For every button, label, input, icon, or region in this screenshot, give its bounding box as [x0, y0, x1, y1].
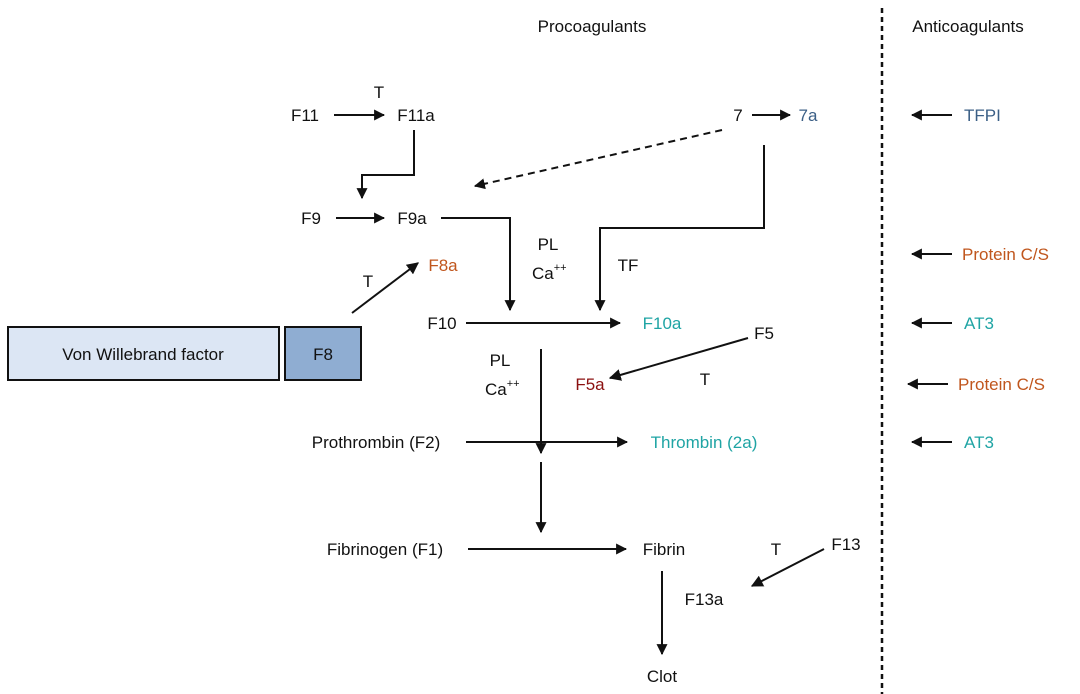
f8-box: [284, 326, 362, 381]
label-tf: TF: [618, 256, 639, 275]
label-ca-lower: Ca++: [485, 378, 520, 399]
node-f10: F10: [427, 314, 456, 333]
node-f11a: F11a: [397, 106, 435, 125]
vwf-label: Von Willebrand factor: [62, 345, 224, 364]
arrow-f9a-to-f10a: [441, 217, 516, 312]
node-f9: F9: [301, 209, 321, 228]
anticoagulants-header: Anticoagulants: [912, 17, 1024, 36]
anticoagulant-at3-2: AT3: [964, 433, 994, 452]
label-ca-upper: Ca++: [532, 262, 567, 283]
procoagulants-header: Procoagulants: [538, 17, 647, 36]
node-f8a: F8a: [428, 256, 458, 275]
dashed-arrow-7-to-f9a: [473, 129, 723, 190]
node-f13: F13: [831, 535, 860, 554]
anticoagulant-list: TFPI Protein C/S AT3 Protein C/S AT3: [906, 106, 1049, 452]
label-t-f8: T: [363, 272, 373, 291]
label-t-f13: T: [771, 540, 781, 559]
label-pl-upper: PL: [538, 235, 559, 254]
node-f5a: F5a: [575, 375, 605, 394]
vwf-box: [7, 326, 280, 381]
f8-label: F8: [313, 345, 333, 364]
arrow-f13-to-f13a: [750, 548, 825, 587]
node-f10a: F10a: [643, 314, 682, 333]
node-f5: F5: [754, 324, 774, 343]
node-f13a: F13a: [685, 590, 724, 609]
label-pl-lower: PL: [490, 351, 511, 370]
node-f11: F11: [291, 106, 319, 125]
anticoagulant-protein-cs: Protein C/S: [962, 245, 1049, 264]
anticoagulant-at3: AT3: [964, 314, 994, 333]
node-f7a: 7a: [799, 106, 818, 125]
arrow-f11a-to-f9a: [356, 130, 415, 200]
node-clot: Clot: [647, 667, 678, 686]
arrow-f5-to-f5a: [608, 337, 749, 381]
label-t-f5: T: [700, 370, 710, 389]
label-t-f11: T: [374, 83, 384, 102]
node-prothrombin: Prothrombin (F2): [312, 433, 440, 452]
node-fibrinogen: Fibrinogen (F1): [327, 540, 443, 559]
node-f7: 7: [733, 106, 742, 125]
node-thrombin: Thrombin (2a): [651, 433, 758, 452]
arrow-f8-to-f8a: [351, 262, 419, 314]
node-f9a: F9a: [397, 209, 427, 228]
arrow-7a-to-f10a: [594, 145, 765, 312]
anticoagulant-tfpi: TFPI: [964, 106, 1001, 125]
node-fibrin: Fibrin: [643, 540, 686, 559]
anticoagulant-protein-cs-2: Protein C/S: [958, 375, 1045, 394]
